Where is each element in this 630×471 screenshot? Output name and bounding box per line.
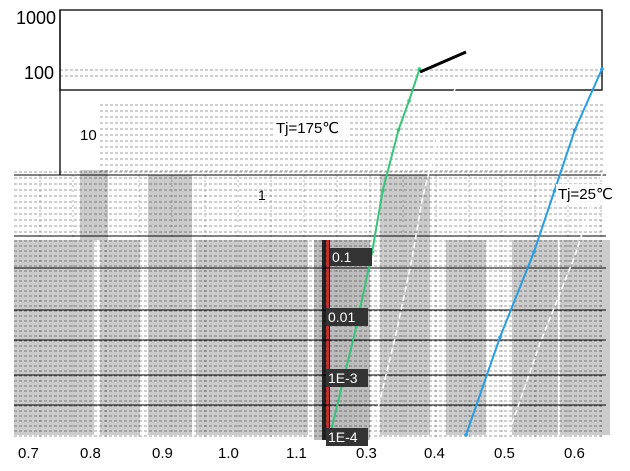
gray-panel	[148, 175, 192, 435]
y-tick-label: 10	[80, 127, 97, 144]
annotation-bg	[274, 118, 348, 138]
gray-panel	[80, 170, 108, 240]
grid-layer	[14, 9, 606, 440]
gray-panel	[100, 240, 140, 435]
y-tick-label: 0.01	[328, 309, 355, 325]
y-tick-label: 1E-3	[328, 370, 358, 386]
y-tick-label-bg	[326, 428, 368, 446]
series-point-0	[407, 99, 411, 103]
x-tick-label: 0.6	[564, 445, 585, 462]
y-tick-label-bg	[326, 369, 368, 387]
annotation-bg	[556, 184, 630, 204]
black-marker-stroke	[419, 50, 467, 74]
gray-panel	[196, 240, 262, 435]
gray-panel	[446, 240, 486, 435]
gray-panel	[380, 175, 430, 435]
x-tick-label: 1.1	[286, 445, 307, 462]
series-annotation: Tj=175℃	[276, 120, 339, 137]
x-tick-label: 0.7	[18, 445, 39, 462]
y-tick-label: 1000	[16, 8, 56, 28]
y-tick-label-bg	[326, 308, 368, 326]
series-line-ghost-0	[369, 74, 461, 442]
y-tick-label: 1E-4	[328, 429, 358, 445]
x-tick-label: 0.3	[356, 445, 377, 462]
series-point-0	[380, 189, 385, 193]
label-layer: 1000 100 10 1 0.1 0.01 1E-3 1E-4 0.7 0.8 0.9 1.0 1.1…	[16, 8, 630, 462]
series-point-1	[552, 189, 557, 193]
series-point-0	[417, 67, 422, 71]
y-tick-label: 1	[258, 187, 266, 203]
series-point-1	[600, 67, 604, 71]
series-layer	[328, 50, 630, 442]
series-point-1	[498, 335, 502, 340]
x-tick-label: 0.4	[424, 445, 445, 462]
series-point-1	[464, 433, 468, 437]
gray-panel	[262, 240, 308, 435]
series-point-1	[573, 128, 577, 132]
series-line-1	[465, 68, 603, 436]
gray-panel	[14, 240, 94, 435]
x-tick-label: 1.0	[218, 445, 239, 462]
x-tick-label: 0.8	[80, 445, 101, 462]
series-line-ghost-1	[505, 99, 630, 442]
series-point-1	[532, 250, 536, 254]
top-frame	[59, 9, 603, 91]
y-tick-label: 0.1	[332, 249, 352, 265]
x-tick-label: 0.5	[494, 445, 515, 462]
background-layer	[14, 170, 610, 440]
y-tick-label-bg	[330, 248, 372, 266]
gray-panel	[560, 240, 610, 435]
series-annotation: Tj=25℃	[558, 186, 613, 203]
series-point-0	[396, 128, 401, 132]
y-tick-label: 100	[24, 63, 54, 83]
x-tick-label: 0.9	[152, 445, 173, 462]
